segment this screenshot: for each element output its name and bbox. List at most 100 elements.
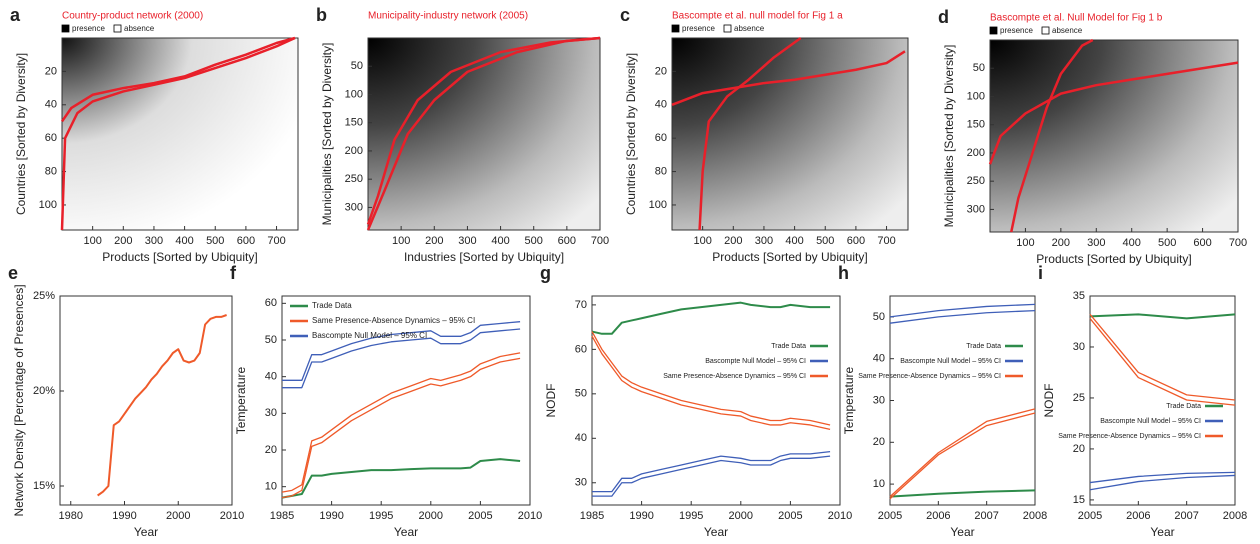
legend-swatch — [989, 26, 998, 35]
y-tick-label: 50 — [873, 311, 885, 323]
y-tick-label: 30 — [265, 407, 277, 419]
x-tick-label: 500 — [816, 235, 834, 247]
y-tick-label: 40 — [265, 371, 277, 383]
legend-label: Trade Data — [966, 343, 1001, 350]
y-tick-label: 100 — [345, 88, 363, 100]
series-line — [889, 303, 1036, 318]
heatmap-texture — [990, 40, 1238, 232]
series-line — [889, 489, 1036, 498]
series-line — [1089, 318, 1236, 406]
series-line — [1089, 474, 1236, 491]
y-tick-label: 15 — [1073, 494, 1085, 506]
plot-frame — [591, 295, 841, 506]
x-tick-label: 100 — [392, 235, 410, 247]
y-axis-label: Municipalities [Sorted by Diversity] — [942, 45, 956, 228]
panel-title: Bascompte et al. Null Model for Fig 1 b — [990, 13, 1163, 24]
y-tick-label: 250 — [345, 173, 363, 185]
x-tick-label: 2006 — [1126, 510, 1150, 522]
panel-title: Bascompte et al. null model for Fig 1 a — [672, 11, 843, 22]
legend-swatch — [671, 24, 680, 33]
legend-label: presence — [72, 24, 105, 33]
y-tick-label: 250 — [967, 175, 985, 187]
y-tick-label: 200 — [345, 145, 363, 157]
series-line — [60, 36, 296, 231]
panel-label: h — [838, 263, 849, 283]
y-tick-label: 20 — [45, 65, 57, 77]
series-line — [591, 331, 831, 426]
heatmap-texture — [672, 38, 908, 230]
heatmap-texture — [368, 38, 600, 230]
x-axis-label: Year — [704, 525, 728, 539]
x-tick-label: 1990 — [319, 510, 343, 522]
x-axis-label: Year — [394, 525, 418, 539]
y-tick-label: 40 — [45, 99, 57, 111]
series-line — [366, 36, 601, 231]
x-tick-label: 700 — [591, 235, 609, 247]
x-tick-label: 2006 — [926, 510, 950, 522]
x-tick-label: 300 — [145, 235, 163, 247]
y-tick-label: 50 — [351, 60, 363, 72]
legend-label: Bascompte Null Model – 95% CI — [900, 358, 1001, 365]
y-tick-label: 200 — [967, 147, 985, 159]
x-tick-label: 500 — [206, 235, 224, 247]
legend-label: Bascompte Null Model – 95% CI — [705, 358, 806, 365]
series-line — [281, 352, 521, 493]
x-tick-label: 1995 — [679, 510, 703, 522]
x-tick-label: 2008 — [1223, 510, 1247, 522]
series-line — [60, 36, 296, 123]
x-tick-label: 2005 — [468, 510, 492, 522]
plot-frame — [281, 295, 531, 506]
x-tick-label: 2010 — [220, 510, 244, 522]
x-tick-label: 2008 — [1023, 510, 1047, 522]
plot-frame — [1089, 295, 1236, 506]
legend-swatch — [723, 24, 732, 33]
y-tick-label: 15% — [33, 480, 55, 492]
y-tick-label: 300 — [967, 203, 985, 215]
panel-label: f — [230, 263, 237, 283]
x-tick-label: 600 — [847, 235, 865, 247]
x-tick-label: 100 — [693, 235, 711, 247]
x-tick-label: 2000 — [419, 510, 443, 522]
series-line — [889, 412, 1036, 500]
legend-label: Same Presence-Absence Dynamics – 95% CI — [858, 373, 1001, 380]
x-tick-label: 400 — [785, 235, 803, 247]
y-axis-label: Network Density [Percentage of Presences… — [12, 284, 26, 516]
y-tick-label: 20 — [265, 444, 277, 456]
x-tick-label: 600 — [1193, 237, 1211, 249]
panel-label: i — [1038, 263, 1043, 283]
x-tick-label: 1985 — [270, 510, 294, 522]
legend-label: Trade Data — [771, 343, 806, 350]
y-tick-label: 20 — [873, 436, 885, 448]
x-tick-label: 300 — [458, 235, 476, 247]
panel-title: Municipality-industry network (2005) — [368, 11, 528, 22]
y-tick-label: 40 — [873, 353, 885, 365]
y-tick-label: 150 — [967, 119, 985, 131]
x-tick-label: 200 — [425, 235, 443, 247]
legend-label: Same Presence-Absence Dynamics – 95% CI — [663, 373, 806, 380]
x-axis-label: Products [Sorted by Ubiquity] — [1036, 252, 1191, 266]
y-axis-label: Temperature — [842, 366, 856, 434]
y-axis-label: Temperature — [234, 366, 248, 434]
x-axis-label: Year — [950, 525, 974, 539]
x-tick-label: 100 — [83, 235, 101, 247]
x-tick-label: 500 — [525, 235, 543, 247]
series-line — [698, 36, 802, 231]
x-tick-label: 200 — [724, 235, 742, 247]
series-line — [592, 450, 831, 493]
x-tick-label: 2005 — [878, 510, 902, 522]
legend-label: presence — [682, 24, 715, 33]
series-line — [591, 301, 831, 335]
series-line — [282, 321, 521, 381]
x-axis-label: Products [Sorted by Ubiquity] — [102, 250, 257, 264]
x-tick-label: 2007 — [1174, 510, 1198, 522]
y-axis-label: Countries [Sorted by Diversity] — [14, 53, 28, 215]
y-axis-label: NODF — [544, 384, 558, 418]
x-tick-label: 400 — [175, 235, 193, 247]
y-tick-label: 30 — [575, 477, 587, 489]
panel-label: b — [316, 5, 327, 25]
x-tick-label: 400 — [1123, 237, 1141, 249]
series-line — [281, 357, 521, 499]
plot-frame — [61, 37, 299, 231]
x-tick-label: 700 — [1229, 237, 1247, 249]
x-tick-label: 100 — [1016, 237, 1034, 249]
